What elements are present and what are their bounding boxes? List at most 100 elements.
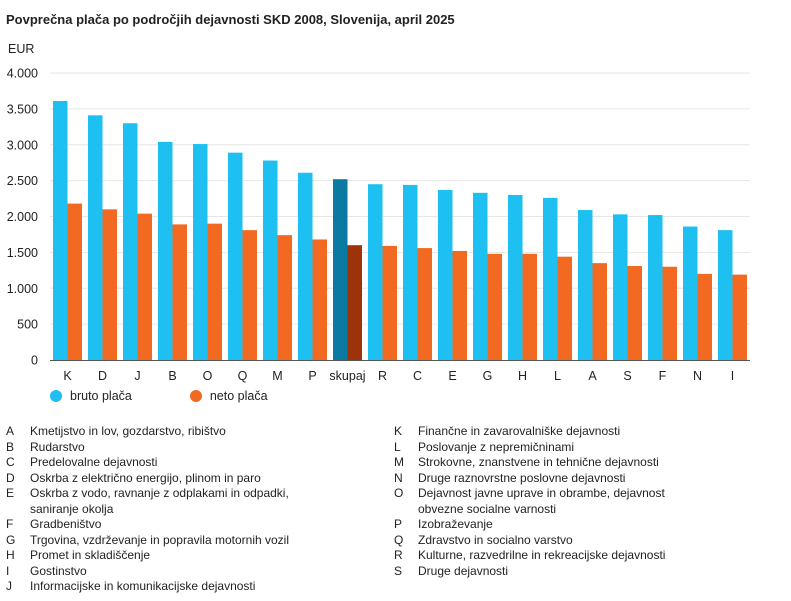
bar-bruto-d xyxy=(88,115,103,361)
note-s: S Druge dejavnosti xyxy=(394,564,694,580)
bar-bruto-n xyxy=(683,226,698,360)
x-tick-label: O xyxy=(203,369,213,383)
note-code: Q xyxy=(394,532,404,547)
note-code: G xyxy=(6,532,16,547)
y-tick-label: 4.000 xyxy=(7,67,38,81)
bar-bruto-g xyxy=(473,192,488,360)
bar-bruto-b xyxy=(158,141,173,360)
bar-bruto-e xyxy=(438,189,453,360)
x-tick-label: D xyxy=(98,369,107,383)
note-e: E Oskrba z vodo, ravnanje z odplakami in … xyxy=(6,486,336,517)
bar-neto-p xyxy=(312,239,327,360)
bar-neto-b xyxy=(172,224,187,360)
y-tick-label: 1.500 xyxy=(7,246,38,260)
legend-item-neto[interactable]: neto plača xyxy=(189,389,268,403)
legend-label-neto: neto plača xyxy=(209,389,268,403)
bar-neto-c xyxy=(417,248,432,360)
y-tick-label: 3.500 xyxy=(7,102,38,116)
x-tick-label: K xyxy=(63,369,72,383)
bar-chart: EUR 0 500 1.000 1.500 2.000 2.500 3.000 3.500 4.0… xyxy=(7,42,750,383)
bar-bruto-r xyxy=(368,184,383,360)
x-tick-label: skupaj xyxy=(329,369,365,383)
note-text: Promet in skladiščenje xyxy=(30,548,151,562)
category-notes-right: K Finančne in zavarovalniške dejavnosti L P… xyxy=(394,424,694,579)
bar-neto-g xyxy=(487,253,502,360)
bar-neto-skupaj xyxy=(347,245,362,360)
note-code: A xyxy=(6,424,15,438)
note-n: N Druge raznovrstne poslovne dejavnosti xyxy=(394,471,694,487)
note-code: N xyxy=(394,470,403,485)
note-r: R Kulturne, razvedrilne in rekreacijske d… xyxy=(394,548,694,564)
x-tick-label: A xyxy=(588,369,597,383)
note-code: C xyxy=(6,455,15,469)
note-code: S xyxy=(394,563,403,578)
note-text: Poslovanje z nepremičninami xyxy=(418,439,575,454)
note-a: A Kmetijstvo in lov, gozdarstvo, ribištvo xyxy=(6,424,336,440)
bar-bruto-i xyxy=(718,230,733,360)
note-o: O Dejavnost javne uprave in obrambe, deja… xyxy=(394,486,694,517)
bar-neto-i xyxy=(732,274,747,360)
note-text: Dejavnost javne uprave in obrambe, dejav… xyxy=(418,486,665,516)
category-notes-left: A Kmetijstvo in lov, gozdarstvo, ribištvo… xyxy=(6,424,336,595)
note-code: M xyxy=(394,455,404,469)
bar-bruto-o xyxy=(193,144,208,360)
y-tick-label: 500 xyxy=(17,318,38,332)
note-f: F Gradbeništvo xyxy=(6,517,336,533)
bar-bruto-a xyxy=(578,210,593,360)
y-tick-label: 1.000 xyxy=(7,282,38,296)
x-tick-label: Q xyxy=(238,369,248,383)
x-tick-label: L xyxy=(554,369,561,383)
note-text: Rudarstvo xyxy=(30,439,85,454)
bar-bruto-p xyxy=(298,172,313,360)
legend: bruto plača neto plača xyxy=(50,389,326,403)
bar-neto-r xyxy=(382,245,397,360)
note-g: G Trgovina, vzdrževanje in popravila moto… xyxy=(6,533,336,549)
bar-bruto-k xyxy=(53,100,68,361)
note-text: Kulturne, razvedrilne in rekreacijske de… xyxy=(418,548,666,562)
bar-bruto-s xyxy=(613,214,628,360)
note-q: Q Zdravstvo in socialno varstvo xyxy=(394,533,694,549)
bar-neto-o xyxy=(207,223,222,360)
note-l: L Poslovanje z nepremičninami xyxy=(394,440,694,456)
note-code: D xyxy=(6,470,15,485)
note-code: J xyxy=(6,579,12,593)
legend-swatch-bruto xyxy=(50,390,62,402)
note-code: E xyxy=(6,486,15,500)
bar-bruto-q xyxy=(228,152,243,360)
note-j: J Informacijske in komunikacijske dejavno… xyxy=(6,579,336,595)
bar-neto-h xyxy=(522,253,537,360)
bar-bruto-j xyxy=(123,123,138,360)
note-text: Zdravstvo in socialno varstvo xyxy=(418,532,573,547)
bar-neto-a xyxy=(592,263,607,360)
note-code: B xyxy=(6,439,15,454)
note-b: B Rudarstvo xyxy=(6,440,336,456)
bar-neto-k xyxy=(67,203,82,360)
chart-title: Povprečna plača po področjih dejavnosti … xyxy=(6,12,455,27)
note-text: Oskrba z električno energijo, plinom in … xyxy=(30,470,261,485)
x-tick-label: M xyxy=(272,369,282,383)
note-code: O xyxy=(394,486,404,500)
note-text: Finančne in zavarovalniške dejavnosti xyxy=(418,424,621,438)
legend-item-bruto[interactable]: bruto plača xyxy=(50,389,132,403)
note-text: Druge raznovrstne poslovne dejavnosti xyxy=(418,470,626,485)
y-tick-label: 3.000 xyxy=(7,138,38,152)
legend-swatch-neto xyxy=(189,390,202,402)
note-text: Informacijske in komunikacijske dejavnos… xyxy=(30,579,256,593)
y-tick-label: 2.500 xyxy=(7,174,38,188)
note-text: Predelovalne dejavnosti xyxy=(30,455,158,469)
note-k: K Finančne in zavarovalniške dejavnosti xyxy=(394,424,694,440)
x-tick-label: S xyxy=(623,369,631,383)
note-text: Gostinstvo xyxy=(30,563,87,578)
bar-neto-j xyxy=(137,213,152,360)
x-tick-label: J xyxy=(134,369,140,383)
note-code: L xyxy=(394,439,401,454)
bar-neto-e xyxy=(452,250,467,360)
note-text: Gradbeništvo xyxy=(30,517,102,531)
note-code: I xyxy=(6,563,10,578)
x-tick-label: H xyxy=(518,369,527,383)
bar-bruto-f xyxy=(648,215,663,360)
note-code: K xyxy=(394,424,403,438)
x-tick-label: P xyxy=(308,369,316,383)
bar-bruto-m xyxy=(263,160,278,360)
bar-neto-f xyxy=(662,266,677,360)
